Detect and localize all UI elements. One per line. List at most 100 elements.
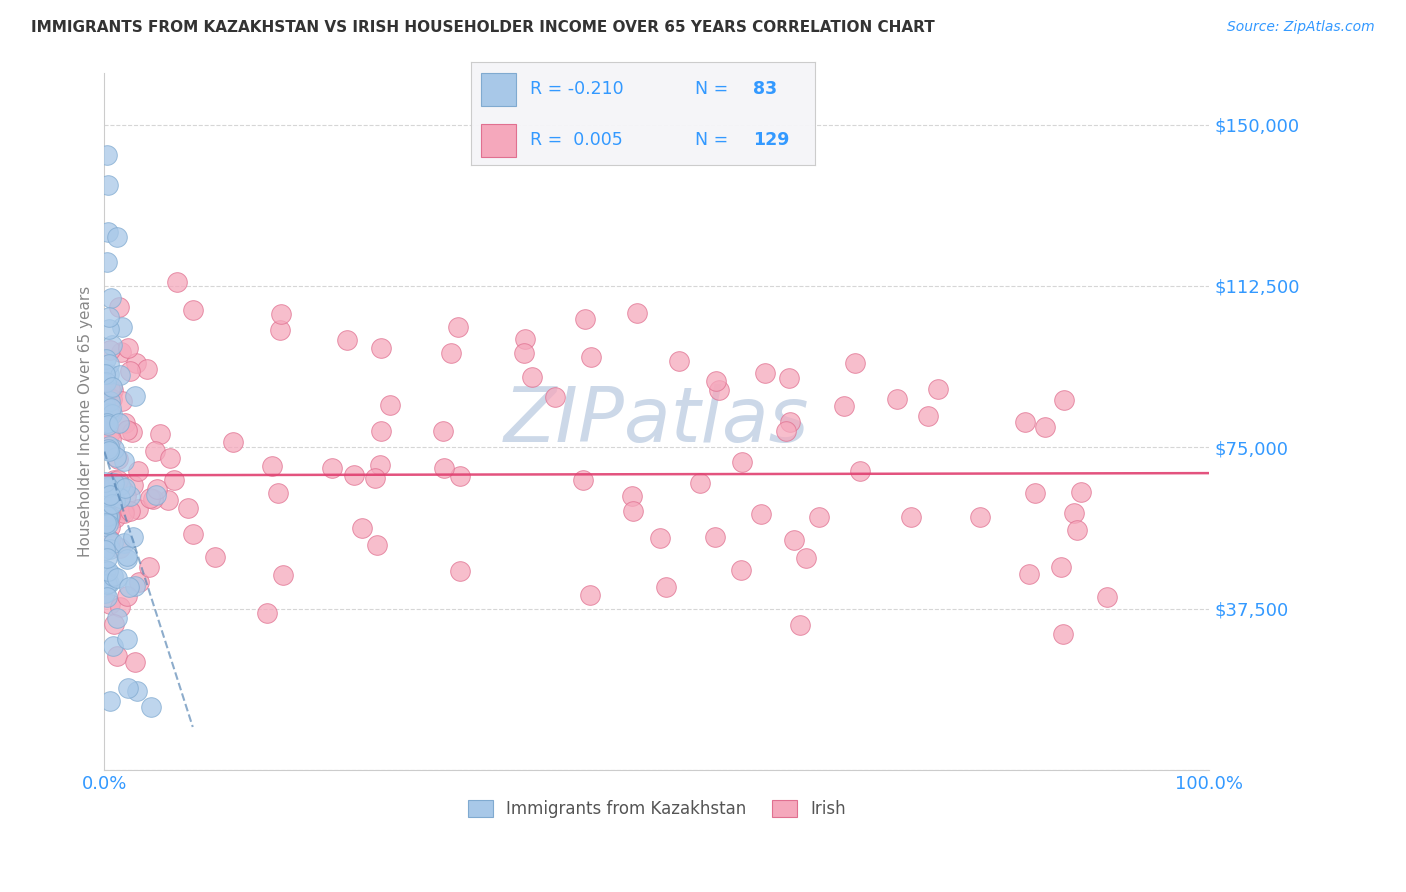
Point xyxy=(101,569,124,583)
Point xyxy=(181,527,204,541)
Point xyxy=(621,489,644,503)
Point xyxy=(156,492,179,507)
Point xyxy=(96,416,118,430)
Point xyxy=(120,364,142,378)
Point xyxy=(103,442,125,457)
Point xyxy=(104,511,127,525)
Point xyxy=(97,225,120,239)
Point xyxy=(143,443,166,458)
Point xyxy=(145,488,167,502)
Point xyxy=(579,350,602,364)
Point xyxy=(779,415,801,429)
Point xyxy=(107,611,129,625)
Point xyxy=(96,508,118,523)
Text: 129: 129 xyxy=(754,131,790,149)
Point xyxy=(778,371,800,385)
Point xyxy=(513,332,536,346)
Point xyxy=(110,491,132,505)
Point xyxy=(260,459,283,474)
Point xyxy=(96,576,118,591)
Point xyxy=(707,383,730,397)
Point xyxy=(112,536,135,550)
Point xyxy=(900,510,922,524)
Point xyxy=(100,490,122,504)
Point xyxy=(96,516,118,530)
Point xyxy=(96,511,118,525)
Point xyxy=(100,432,122,446)
Point xyxy=(783,533,806,548)
Point xyxy=(807,509,830,524)
Point xyxy=(96,550,118,565)
Point xyxy=(336,333,359,347)
Point xyxy=(139,491,162,505)
Point xyxy=(121,530,143,544)
Point xyxy=(849,464,872,478)
Text: R = -0.210: R = -0.210 xyxy=(530,80,623,98)
Point xyxy=(321,461,343,475)
Point xyxy=(112,503,135,517)
Point xyxy=(94,586,117,600)
Point xyxy=(98,542,121,557)
Point xyxy=(98,401,121,416)
Point xyxy=(97,480,120,494)
Point xyxy=(108,416,131,430)
Point xyxy=(120,504,142,518)
Point xyxy=(730,563,752,577)
Point xyxy=(114,481,136,495)
Point xyxy=(704,374,727,388)
Point xyxy=(127,502,149,516)
Point xyxy=(269,323,291,337)
Point xyxy=(97,310,120,325)
Point xyxy=(94,375,117,389)
Point xyxy=(1024,485,1046,500)
Point xyxy=(105,649,128,664)
Point xyxy=(117,590,139,604)
Text: N =: N = xyxy=(695,131,734,149)
Point xyxy=(832,399,855,413)
Point xyxy=(159,450,181,465)
Point xyxy=(103,617,125,632)
Point xyxy=(370,424,392,438)
Point xyxy=(572,473,595,487)
Point xyxy=(118,489,141,503)
Point xyxy=(101,639,124,653)
Point xyxy=(97,439,120,453)
Legend: Immigrants from Kazakhstan, Irish: Immigrants from Kazakhstan, Irish xyxy=(461,793,852,824)
Point xyxy=(177,501,200,516)
Point xyxy=(94,519,117,533)
Point xyxy=(98,509,121,524)
Point xyxy=(114,416,136,430)
Point xyxy=(181,302,204,317)
Point xyxy=(96,147,118,161)
Point xyxy=(125,355,148,369)
Point xyxy=(115,423,138,437)
Point xyxy=(136,362,159,376)
Point xyxy=(221,434,243,449)
Point xyxy=(98,598,121,612)
Point xyxy=(1095,591,1118,605)
Point xyxy=(115,549,138,564)
Point xyxy=(97,532,120,546)
Point xyxy=(1053,393,1076,408)
Point xyxy=(364,471,387,485)
Point xyxy=(370,342,392,356)
Point xyxy=(100,401,122,415)
FancyBboxPatch shape xyxy=(481,124,516,157)
Point xyxy=(111,320,134,334)
Text: R =  0.005: R = 0.005 xyxy=(530,131,623,149)
Point xyxy=(520,369,543,384)
Point xyxy=(97,509,120,524)
Point xyxy=(917,409,939,424)
Y-axis label: Householder Income Over 65 years: Householder Income Over 65 years xyxy=(79,285,93,558)
Point xyxy=(107,473,129,487)
Point xyxy=(139,699,162,714)
Point xyxy=(117,681,139,695)
Point xyxy=(104,493,127,508)
Point xyxy=(100,291,122,305)
Point xyxy=(97,489,120,503)
Point xyxy=(96,509,118,524)
Point xyxy=(98,443,121,458)
Point xyxy=(794,550,817,565)
Point xyxy=(270,307,292,321)
Point xyxy=(1014,415,1036,429)
